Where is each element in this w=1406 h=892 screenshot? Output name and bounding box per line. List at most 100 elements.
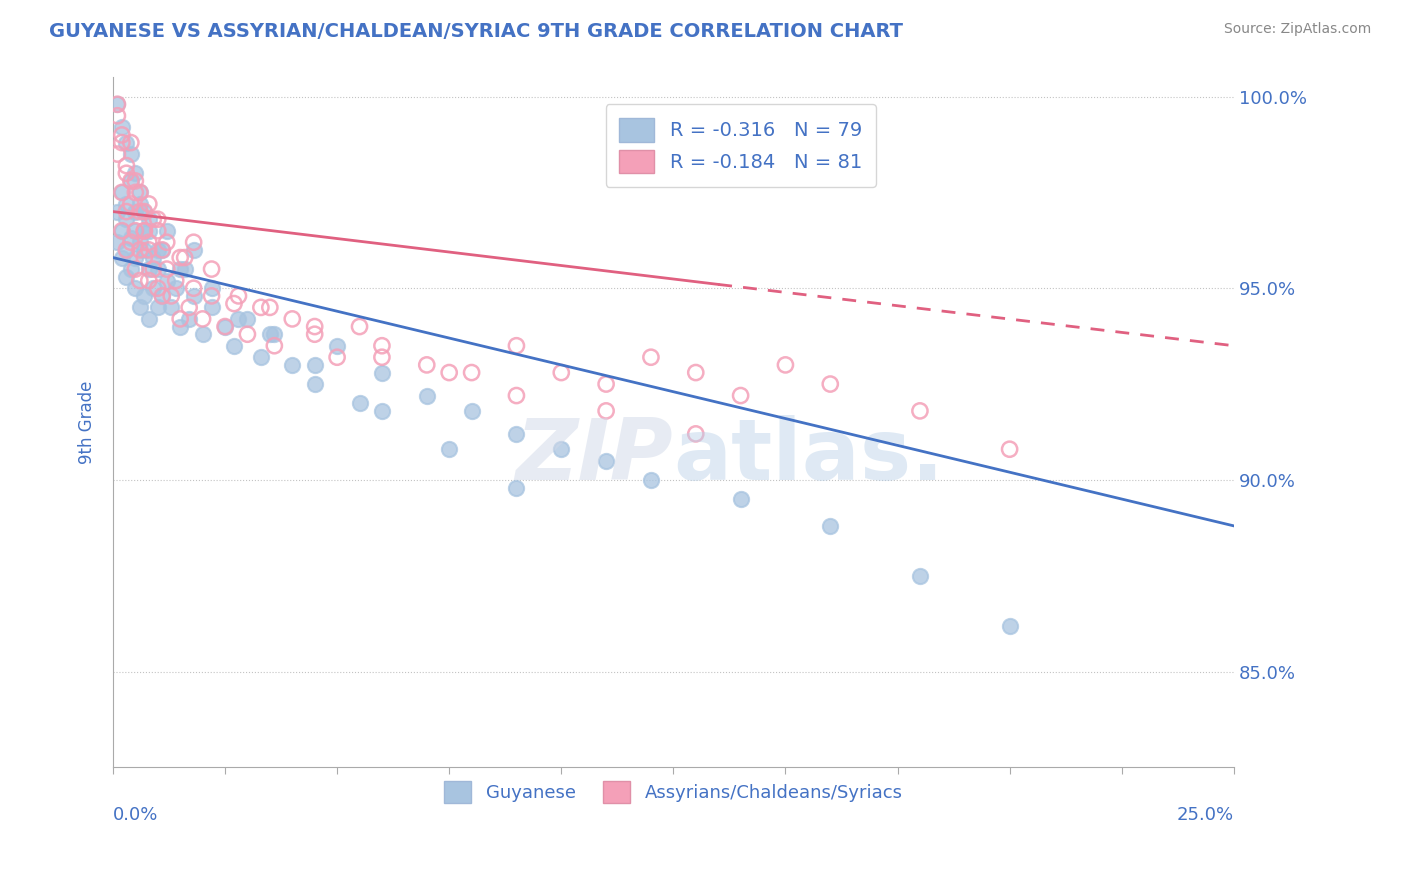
Point [416, 358, 439, 372]
Point [107, 204, 129, 219]
Point [550, 442, 572, 457]
Point [134, 204, 156, 219]
Point [128, 301, 150, 315]
Point [222, 296, 245, 310]
Point [124, 166, 146, 180]
Point [150, 243, 173, 257]
Point [371, 350, 394, 364]
Point [111, 186, 134, 200]
Point [326, 350, 349, 364]
Point [115, 243, 138, 257]
Point [156, 274, 179, 288]
Point [183, 235, 205, 250]
Point [138, 243, 160, 257]
Point [250, 301, 273, 315]
Point [640, 473, 662, 487]
Point [146, 262, 169, 277]
Point [595, 377, 617, 392]
Text: ZIP: ZIP [516, 416, 673, 499]
Point [146, 224, 169, 238]
Point [146, 243, 169, 257]
Point [416, 388, 439, 402]
Point [371, 404, 394, 418]
Point [107, 109, 129, 123]
Point [200, 281, 222, 295]
Point [259, 301, 281, 315]
Point [304, 358, 326, 372]
Point [124, 262, 146, 277]
Point [156, 262, 179, 277]
Y-axis label: 9th Grade: 9th Grade [79, 381, 96, 464]
Point [165, 274, 187, 288]
Point [228, 289, 250, 303]
Point [111, 224, 134, 238]
Point [214, 319, 236, 334]
Point [908, 404, 931, 418]
Text: 25.0%: 25.0% [1177, 805, 1234, 823]
Point [437, 442, 460, 457]
Point [304, 319, 326, 334]
Point [107, 235, 129, 250]
Point [349, 396, 371, 410]
Point [115, 197, 138, 211]
Point [120, 136, 142, 150]
Point [595, 453, 617, 467]
Point [222, 339, 245, 353]
Point [640, 350, 662, 364]
Point [685, 426, 707, 441]
Point [169, 319, 191, 334]
Point [371, 366, 394, 380]
Point [169, 251, 191, 265]
Point [191, 312, 214, 326]
Point [160, 301, 183, 315]
Point [505, 481, 527, 495]
Point [134, 204, 156, 219]
Point [128, 243, 150, 257]
Point [134, 243, 156, 257]
Point [263, 339, 285, 353]
Point [820, 377, 842, 392]
Point [730, 388, 752, 402]
Point [169, 312, 191, 326]
Point [505, 426, 527, 441]
Point [173, 262, 195, 277]
Point [120, 197, 142, 211]
Point [115, 159, 138, 173]
Point [124, 224, 146, 238]
Point [115, 136, 138, 150]
Point [115, 269, 138, 284]
Point [460, 404, 482, 418]
Point [550, 366, 572, 380]
Point [120, 235, 142, 250]
Point [908, 568, 931, 582]
Point [111, 136, 134, 150]
Point [134, 289, 156, 303]
Point [998, 442, 1021, 457]
Point [236, 327, 259, 342]
Legend: Guyanese, Assyrians/Chaldeans/Syriacs: Guyanese, Assyrians/Chaldeans/Syriacs [437, 773, 910, 810]
Point [304, 377, 326, 392]
Point [150, 243, 173, 257]
Point [179, 301, 201, 315]
Point [124, 186, 146, 200]
Point [281, 358, 304, 372]
Point [183, 281, 205, 295]
Point [107, 97, 129, 112]
Point [124, 281, 146, 295]
Point [142, 262, 165, 277]
Point [138, 274, 160, 288]
Text: atlas.: atlas. [673, 416, 945, 499]
Point [120, 174, 142, 188]
Point [156, 224, 179, 238]
Point [150, 289, 173, 303]
Point [115, 166, 138, 180]
Point [236, 312, 259, 326]
Point [115, 204, 138, 219]
Point [134, 224, 156, 238]
Point [128, 274, 150, 288]
Point [128, 197, 150, 211]
Point [160, 289, 183, 303]
Point [263, 327, 285, 342]
Point [173, 251, 195, 265]
Point [107, 147, 129, 161]
